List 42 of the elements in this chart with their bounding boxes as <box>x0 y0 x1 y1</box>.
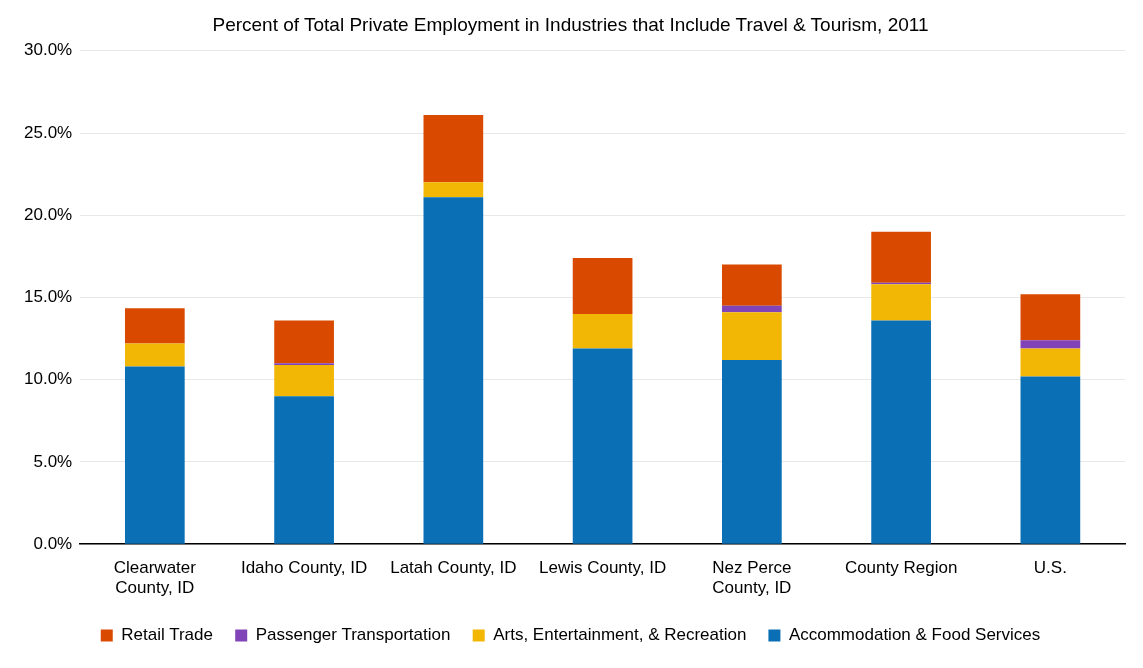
legend-label: Arts, Entertainment, & Recreation <box>493 625 747 645</box>
bar <box>274 396 334 544</box>
bar <box>722 264 782 306</box>
bar <box>1020 348 1081 377</box>
bar <box>423 197 484 544</box>
bar <box>722 305 782 313</box>
x-tick-label: Clearwater County, ID <box>113 558 197 598</box>
bar <box>871 320 931 544</box>
x-tick-label: Idaho County, ID <box>240 558 368 578</box>
bar <box>572 313 633 349</box>
bar <box>722 312 782 360</box>
bar <box>871 231 931 283</box>
bar <box>871 284 931 321</box>
bar <box>423 114 484 183</box>
y-tick-label: 10.0% <box>24 369 73 389</box>
x-tick-label: County Region <box>844 558 958 578</box>
bar <box>124 308 185 344</box>
bar <box>274 364 334 397</box>
bar <box>423 182 484 198</box>
legend-label: Accommodation & Food Services <box>788 625 1041 645</box>
bar <box>572 348 633 544</box>
bar <box>1020 294 1081 341</box>
bar <box>124 366 185 544</box>
y-tick-label: 15.0% <box>24 287 73 307</box>
y-tick-label: 0.0% <box>33 533 73 553</box>
y-tick-label: 5.0% <box>33 451 73 471</box>
x-tick-label: Lewis County, ID <box>538 558 667 578</box>
bar <box>1020 376 1081 544</box>
legend-label: Retail Trade <box>121 625 213 645</box>
legend-label: Passenger Transportation <box>255 625 451 645</box>
bar <box>124 343 185 367</box>
chart-title: Percent of Total Private Employment in Industries that Include Travel & Tourism, 2011 <box>212 13 929 35</box>
y-tick-label: 30.0% <box>24 40 73 60</box>
y-tick-label: 20.0% <box>24 204 73 224</box>
bar <box>572 258 633 314</box>
x-tick-label: U.S. <box>1033 558 1067 578</box>
x-tick-label: Nez Perce County, ID <box>712 558 792 598</box>
bar <box>722 360 782 544</box>
x-tick-label: Latah County, ID <box>390 558 517 578</box>
bar <box>274 320 334 364</box>
y-tick-label: 25.0% <box>24 122 73 142</box>
bar <box>1020 340 1081 349</box>
